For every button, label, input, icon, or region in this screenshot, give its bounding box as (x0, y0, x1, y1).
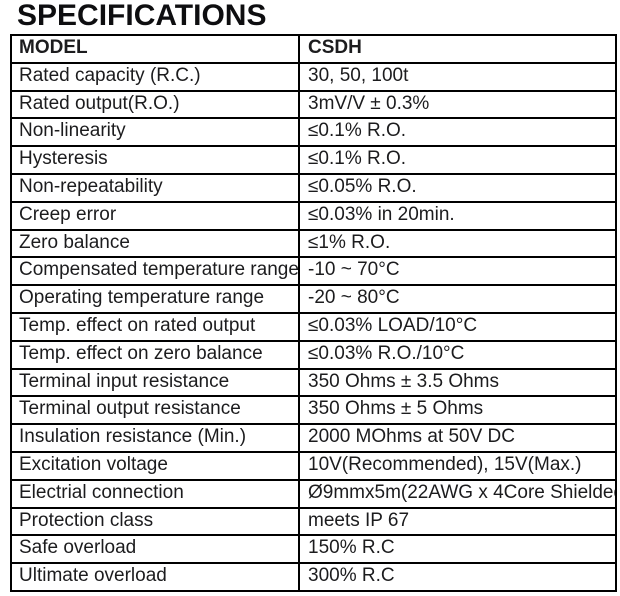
spec-value: 350 Ohms ± 3.5 Ohms (298, 367, 617, 398)
spec-value: 2000 MOhms at 50V DC (298, 423, 617, 453)
spec-value: ≤0.03% in 20min. (298, 200, 617, 231)
spec-value: meets IP 67 (298, 506, 617, 537)
table-row: Rated capacity (R.C.) 30, 50, 100t (10, 61, 617, 92)
spec-value: 10V(Recommended), 15V(Max.) (298, 450, 617, 481)
specifications-table: MODEL CSDH Rated capacity (R.C.) 30, 50,… (10, 34, 617, 592)
spec-value: 350 Ohms ± 5 Ohms (298, 395, 617, 426)
page-title: SPECIFICATIONS (17, 0, 267, 32)
table-row: Creep error ≤0.03% in 20min. (10, 200, 617, 231)
spec-value: -20 ~ 80°C (298, 284, 617, 314)
table-header-row: MODEL CSDH (10, 34, 617, 64)
column-header-csdh: CSDH (298, 34, 617, 64)
spec-value: 150% R.C (298, 534, 617, 565)
table-row: Compensated temperature range -10 ~ 70°C (10, 256, 617, 287)
spec-label: Excitation voltage (10, 450, 300, 481)
spec-label: Safe overload (10, 534, 300, 565)
table-row: Safe overload 150% R.C (10, 534, 617, 565)
spec-value: Ø9mmx5m(22AWG x 4Core Shielded) (298, 478, 617, 509)
table-row: Non-repeatability ≤0.05% R.O. (10, 172, 617, 203)
spec-value: ≤0.03% R.O./10°C (298, 339, 617, 370)
spec-label: Temp. effect on rated output (10, 311, 300, 342)
spec-label: Hysteresis (10, 145, 300, 175)
spec-label: Terminal output resistance (10, 395, 300, 426)
table-row: Terminal output resistance 350 Ohms ± 5 … (10, 395, 617, 426)
spec-value: ≤0.03% LOAD/10°C (298, 311, 617, 342)
spec-label: Electrial connection (10, 478, 300, 509)
spec-value: 3mV/V ± 0.3% (298, 89, 617, 120)
spec-value: 30, 50, 100t (298, 61, 617, 92)
spec-label: Terminal input resistance (10, 367, 300, 398)
spec-value: ≤1% R.O. (298, 228, 617, 259)
spec-label: Operating temperature range (10, 284, 300, 314)
table-row: Temp. effect on zero balance ≤0.03% R.O.… (10, 339, 617, 370)
spec-label: Temp. effect on zero balance (10, 339, 300, 370)
table-row: Insulation resistance (Min.) 2000 MOhms … (10, 423, 617, 453)
spec-value: ≤0.1% R.O. (298, 145, 617, 175)
table-row: Electrial connection Ø9mmx5m(22AWG x 4Co… (10, 478, 617, 509)
spec-value: ≤0.1% R.O. (298, 117, 617, 148)
column-header-model: MODEL (10, 34, 300, 64)
table-row: Terminal input resistance 350 Ohms ± 3.5… (10, 367, 617, 398)
spec-label: Insulation resistance (Min.) (10, 423, 300, 453)
table-row: Protection class meets IP 67 (10, 506, 617, 537)
spec-label: Protection class (10, 506, 300, 537)
spec-value: ≤0.05% R.O. (298, 172, 617, 203)
spec-label: Non-linearity (10, 117, 300, 148)
spec-label: Ultimate overload (10, 562, 300, 592)
spec-value: -10 ~ 70°C (298, 256, 617, 287)
spec-label: Rated capacity (R.C.) (10, 61, 300, 92)
spec-label: Zero balance (10, 228, 300, 259)
table-row: Ultimate overload 300% R.C (10, 562, 617, 592)
table-row: Temp. effect on rated output ≤0.03% LOAD… (10, 311, 617, 342)
table-row: Hysteresis ≤0.1% R.O. (10, 145, 617, 175)
table-row: Zero balance ≤1% R.O. (10, 228, 617, 259)
table-row: Excitation voltage 10V(Recommended), 15V… (10, 450, 617, 481)
spec-label: Non-repeatability (10, 172, 300, 203)
spec-value: 300% R.C (298, 562, 617, 592)
table-row: Non-linearity ≤0.1% R.O. (10, 117, 617, 148)
table-row: Operating temperature range -20 ~ 80°C (10, 284, 617, 314)
spec-label: Creep error (10, 200, 300, 231)
spec-label: Rated output(R.O.) (10, 89, 300, 120)
spec-label: Compensated temperature range (10, 256, 300, 287)
table-row: Rated output(R.O.) 3mV/V ± 0.3% (10, 89, 617, 120)
